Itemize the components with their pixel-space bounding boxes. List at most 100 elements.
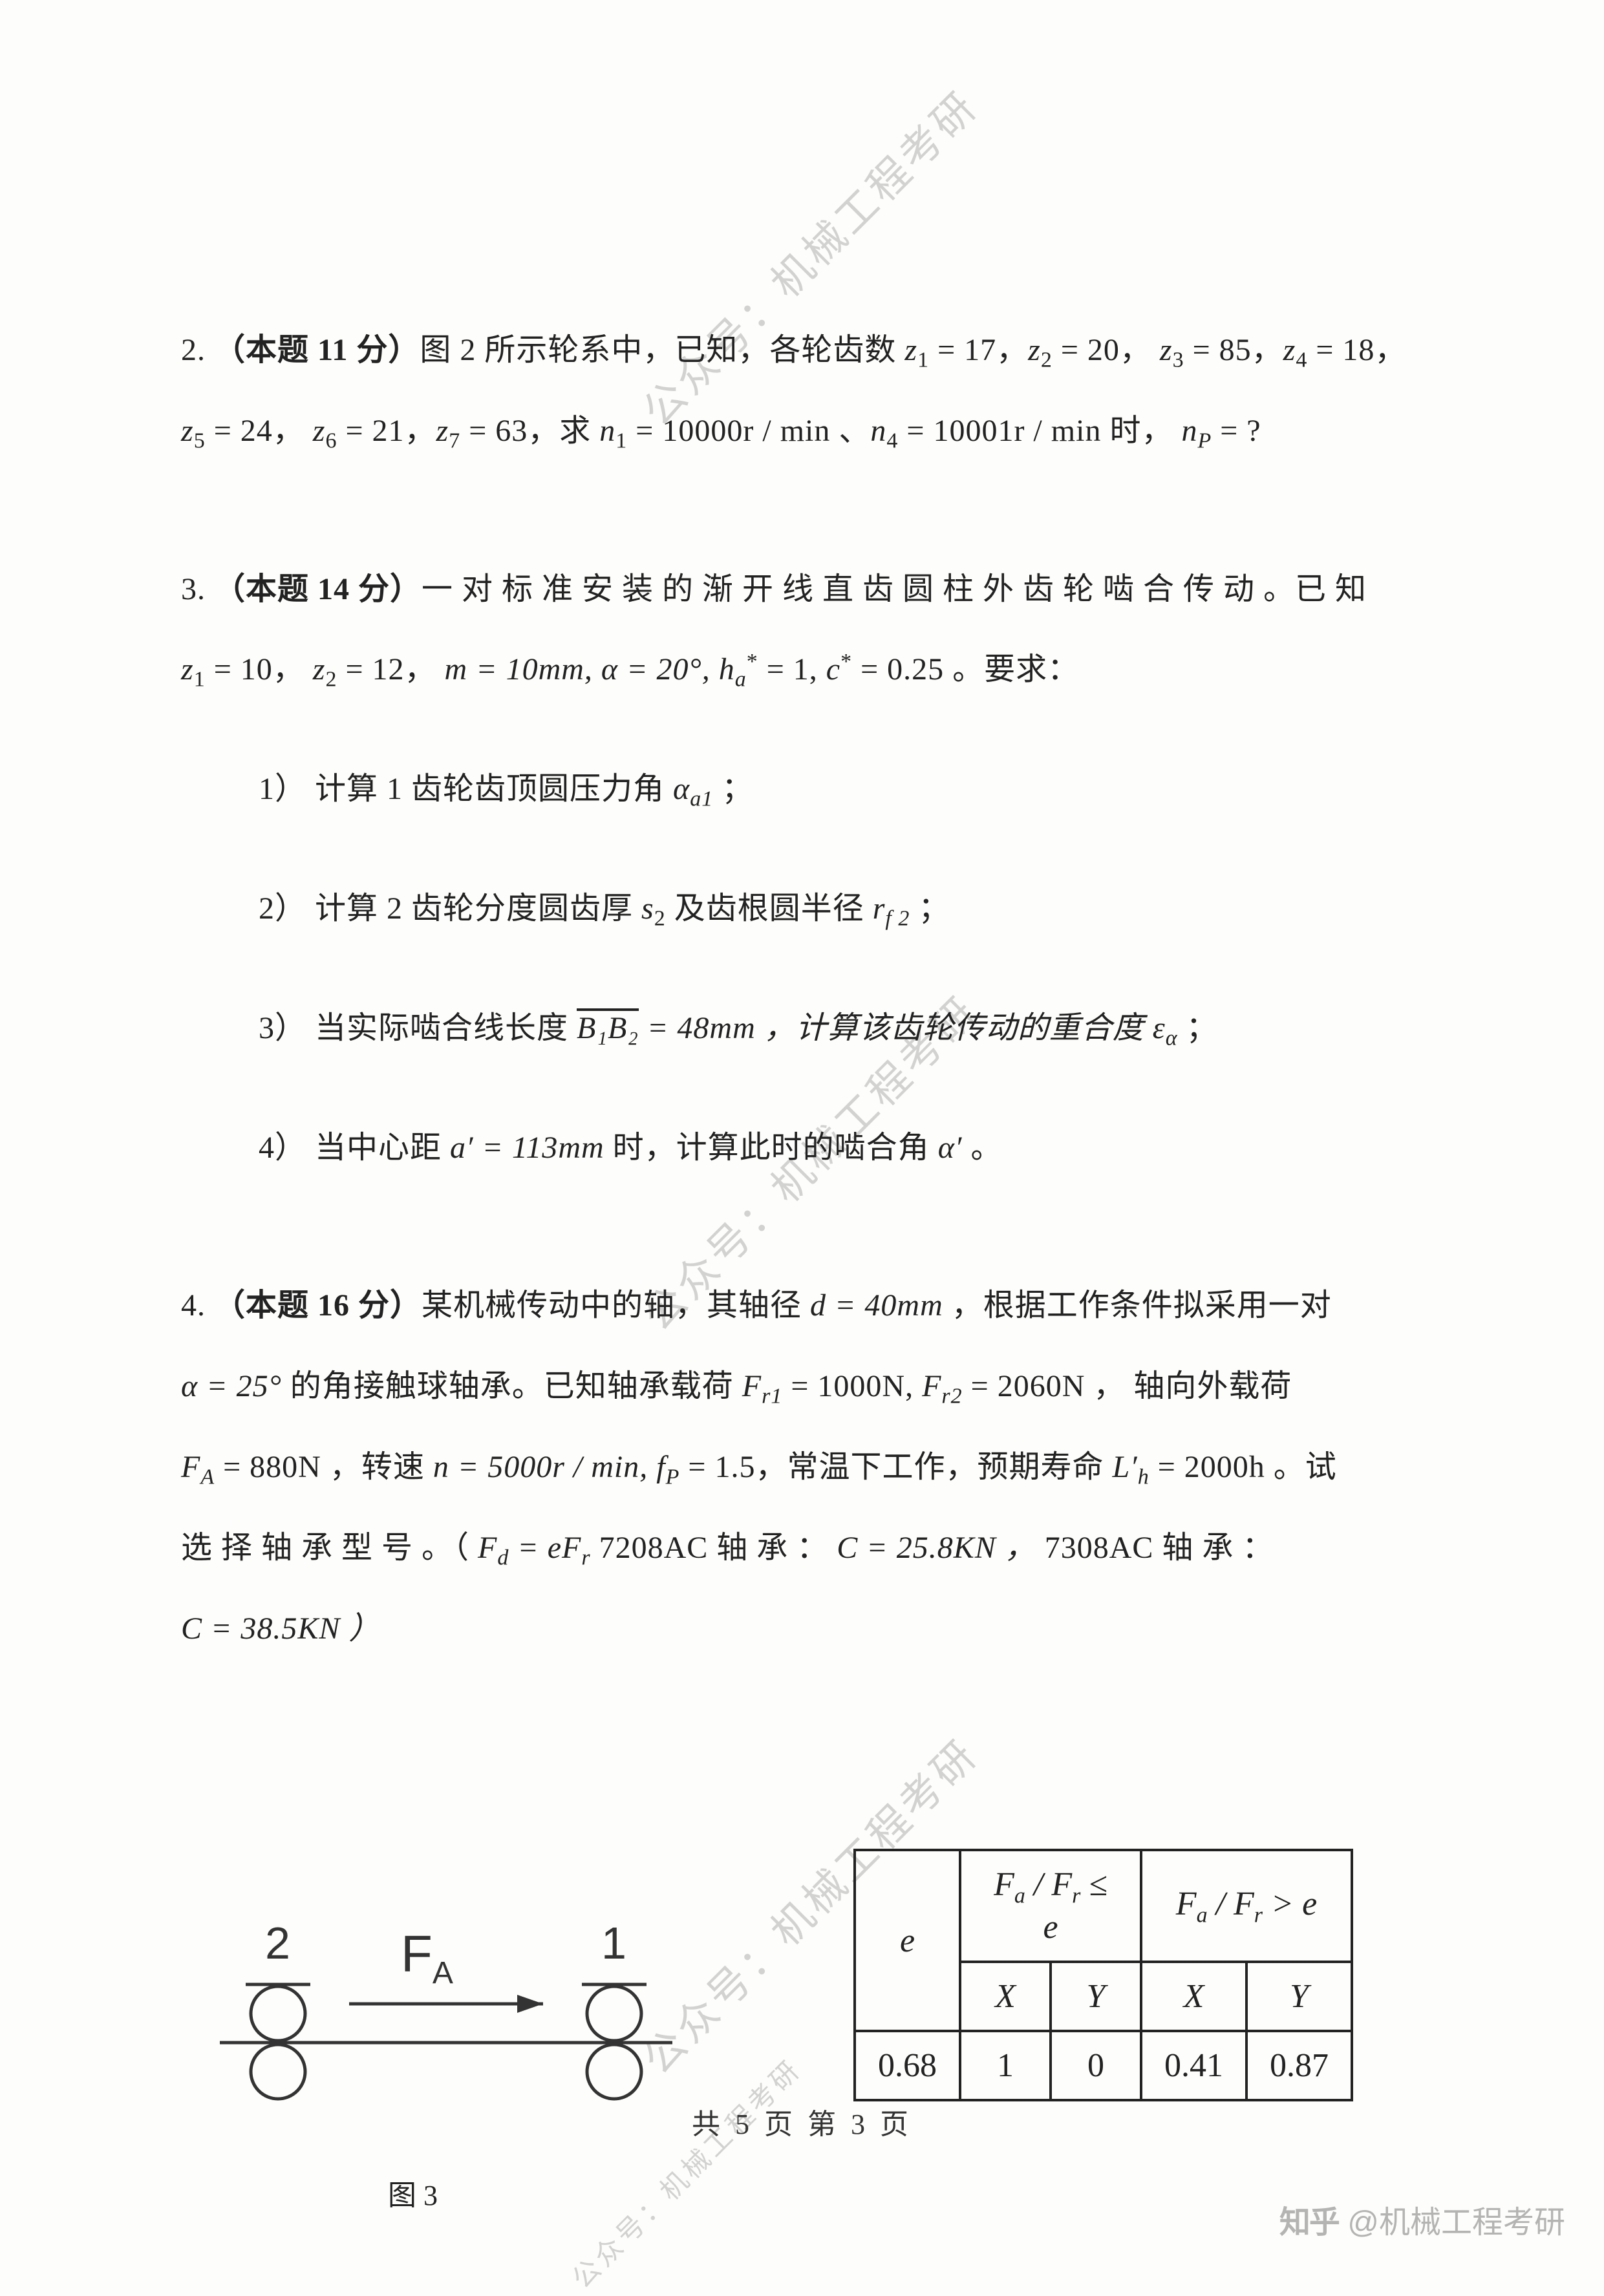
- sup: *: [747, 650, 758, 674]
- th-y: Y: [1290, 1978, 1309, 2015]
- q2-label: 2.: [181, 333, 206, 367]
- val: = 10，: [206, 652, 313, 686]
- sym: α′: [938, 1131, 963, 1165]
- sub: 3: [1173, 348, 1184, 372]
- table-row: 0.68 1 0 0.41 0.87: [855, 2031, 1352, 2100]
- sym: r: [873, 891, 886, 926]
- th-e: e: [900, 1922, 915, 1959]
- td-x1: 1: [997, 2047, 1014, 2084]
- val: m = 10mm,: [445, 652, 601, 686]
- sym: s: [641, 891, 654, 926]
- val: = 17，: [929, 333, 1028, 367]
- text: 选 择 轴 承 型 号 。（: [181, 1531, 478, 1565]
- zhihu-handle: @机械工程考研: [1339, 2206, 1565, 2240]
- page-content: 2. （本题 11 分）图 2 所示轮系中，已知，各轮齿数 z1 = 17，z2…: [181, 310, 1422, 1708]
- text: 某机械传动中的轴，其轴径: [422, 1288, 810, 1323]
- sym: z: [313, 652, 326, 686]
- val: = 2060N ， 轴向外载荷: [963, 1369, 1292, 1403]
- question-3: 3. （本题 14 分）一 对 标 准 安 装 的 渐 开 线 直 齿 圆 柱 …: [181, 549, 1422, 711]
- label-2: 2: [265, 1918, 290, 1968]
- question-2: 2. （本题 11 分）图 2 所示轮系中，已知，各轮齿数 z1 = 17，z2…: [181, 310, 1422, 472]
- text: 2） 计算 2 齿轮分度圆齿厚: [259, 891, 641, 926]
- text: 7308AC 轴 承 ：: [1045, 1531, 1274, 1565]
- val: = 21，: [337, 414, 436, 448]
- val: α = 25°: [181, 1369, 282, 1403]
- sub: 2: [1041, 348, 1053, 372]
- val: = 85，: [1184, 333, 1283, 367]
- td-e: 0.68: [878, 2047, 937, 2084]
- sym-z6: z: [313, 414, 326, 448]
- sub: r2: [941, 1385, 962, 1408]
- sub: r1: [762, 1385, 782, 1408]
- sym: α: [673, 772, 690, 806]
- val: a′ = 113mm: [450, 1131, 604, 1165]
- text: ，常温下工作，预期寿命: [755, 1450, 1112, 1484]
- q3-item1: 1） 计算 1 齿轮齿顶圆压力角 αa1 ；: [181, 749, 1422, 830]
- val: = ?: [1212, 414, 1261, 448]
- th-y: Y: [1087, 1978, 1106, 2015]
- sym-z4: z: [1283, 333, 1296, 367]
- text: = 48mm ，计算该齿轮传动的重合度: [639, 1011, 1153, 1045]
- text: ；: [713, 772, 753, 806]
- val: = 10001r / min 时，: [898, 414, 1181, 448]
- sub: d: [497, 1546, 509, 1569]
- text: ，根据工作条件拟采用一对: [943, 1288, 1332, 1323]
- q4-label: 4.: [181, 1288, 206, 1323]
- text: 时，计算此时的啮合角: [604, 1131, 938, 1165]
- val: n = 5000r / min,: [433, 1450, 656, 1484]
- text: 。: [962, 1131, 1002, 1165]
- val: = 1000N,: [782, 1369, 922, 1403]
- question-4: 4. （本题 16 分）某机械传动中的轴，其轴径 d = 40mm ，根据工作条…: [181, 1266, 1422, 1669]
- sub: 1: [615, 429, 627, 452]
- label-fa: FA: [401, 1925, 453, 1990]
- sym: F: [742, 1369, 762, 1403]
- val: = 2000h: [1150, 1450, 1265, 1484]
- sup: *: [840, 650, 852, 674]
- q3-intro: 一 对 标 准 安 装 的 渐 开 线 直 齿 圆 柱 外 齿 轮 啮 合 传 …: [422, 572, 1367, 606]
- text: 7208AC 轴 承 ：: [591, 1531, 837, 1565]
- text: 3） 当实际啮合线长度: [259, 1011, 577, 1045]
- text: 1） 计算 1 齿轮齿顶圆压力角: [259, 772, 673, 806]
- sym: F: [922, 1369, 941, 1403]
- q3-item3: 3） 当实际啮合线长度 B₁B₂ = 48mm ，计算该齿轮传动的重合度 εα …: [181, 988, 1422, 1069]
- sym: h: [719, 652, 735, 686]
- q4-points: （本题 16 分）: [214, 1288, 422, 1323]
- val: = 10000r / min 、: [627, 414, 870, 448]
- zhihu-logo: 知乎: [1279, 2206, 1339, 2240]
- overline: B₁B₂: [577, 1011, 639, 1045]
- text: ；: [910, 891, 950, 926]
- bearing-coefficient-table: e Fa / Fr ≤ e Fa / Fr > e X Y X Y 0.68 1…: [853, 1849, 1353, 2101]
- val: = eF: [509, 1531, 581, 1565]
- q3-points: （本题 14 分）: [214, 572, 422, 606]
- q3-item4: 4） 当中心距 a′ = 113mm 时，计算此时的啮合角 α′ 。: [181, 1108, 1422, 1189]
- sub: α: [1166, 1026, 1178, 1050]
- text: 。试: [1265, 1450, 1337, 1484]
- text: 4） 当中心距: [259, 1131, 450, 1165]
- sub: 6: [325, 429, 337, 452]
- td-x2: 0.41: [1164, 2047, 1223, 2084]
- val: C = 25.8KN ，: [837, 1531, 1044, 1565]
- val: = 1,: [758, 652, 826, 686]
- th-le: Fa / Fr ≤ e: [994, 1866, 1107, 1946]
- th-gt: Fa / Fr > e: [1176, 1886, 1317, 1922]
- val: = 1.5: [679, 1450, 755, 1484]
- sub: 5: [194, 429, 206, 452]
- figure-3-caption: 图 3: [388, 2172, 438, 2213]
- td-y2: 0.87: [1270, 2047, 1329, 2084]
- val: α = 20°,: [601, 652, 719, 686]
- label-1: 1: [601, 1918, 626, 1968]
- sub: 1: [917, 348, 929, 372]
- q3-item2: 2） 计算 2 齿轮分度圆齿厚 s2 及齿根圆半径 rf 2 ；: [181, 869, 1422, 950]
- sub: 4: [886, 429, 898, 452]
- val: = 20，: [1053, 333, 1160, 367]
- sym: ε: [1153, 1011, 1166, 1045]
- sym-np: n: [1181, 414, 1197, 448]
- sym-z2: z: [1028, 333, 1041, 367]
- sym: F: [478, 1531, 497, 1565]
- sym-z3: z: [1160, 333, 1173, 367]
- sub: h: [1138, 1465, 1150, 1489]
- th-x: X: [1184, 1978, 1204, 2015]
- sym-z7: z: [436, 414, 449, 448]
- page-footer: 共 5 页 第 3 页: [0, 2101, 1604, 2142]
- text: 的角接触球轴承。已知轴承载荷: [282, 1369, 742, 1403]
